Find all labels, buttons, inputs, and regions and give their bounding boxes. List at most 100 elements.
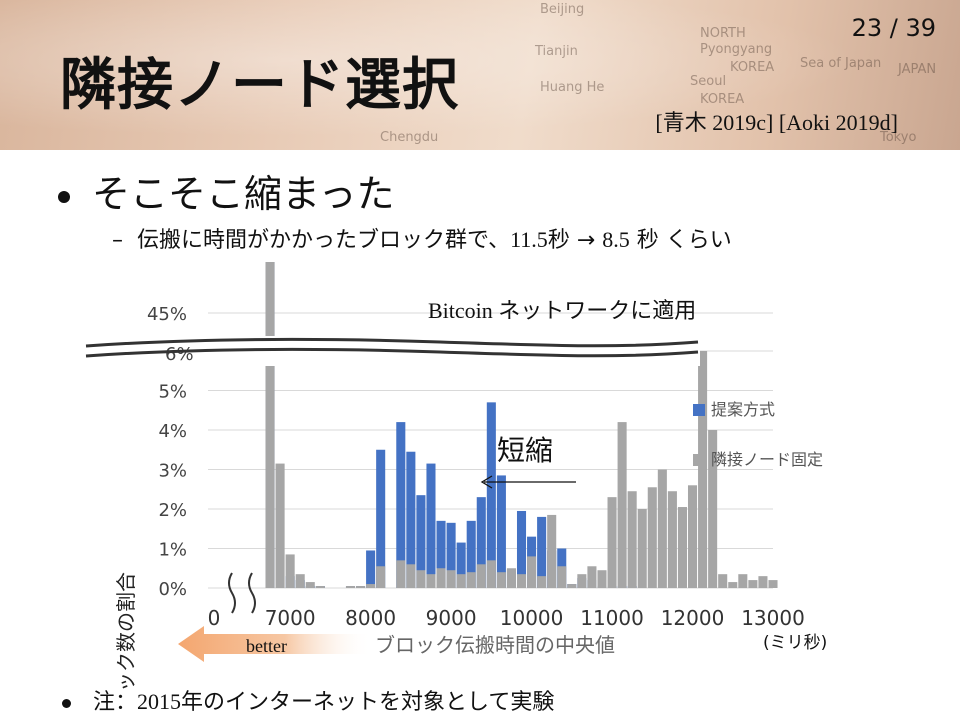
map-label: Pyongyang <box>700 42 773 57</box>
legend-label-proposed: 提案方式 <box>711 400 775 419</box>
map-label: Tianjin <box>535 44 578 59</box>
bar <box>476 564 486 588</box>
bar <box>466 572 476 588</box>
bullet-dot <box>58 190 70 203</box>
bar <box>366 550 376 588</box>
bar <box>426 574 436 588</box>
bar <box>607 497 617 588</box>
propagation-time-histogram: 0%1%2%3%4%5%45%50% 070008000900010000110… <box>80 262 827 692</box>
bar <box>627 491 637 588</box>
sub-bullet-dash: – <box>112 228 123 253</box>
bar <box>687 485 698 588</box>
bar <box>436 520 446 588</box>
x-axis-label: ブロック伝搬時間の中央値 <box>375 633 615 657</box>
y-tick-label: 3% <box>158 461 187 482</box>
bar <box>617 422 627 588</box>
bar <box>587 566 597 588</box>
bar <box>738 574 748 588</box>
y-axis-label: ブロック数の割合 <box>114 572 138 692</box>
x-axis-unit: (ミリ秒) <box>763 633 827 653</box>
bar <box>537 516 547 588</box>
sub-bullet-num-b: 8.5 <box>602 227 630 252</box>
bar <box>315 586 325 588</box>
x-tick-label: 9000 <box>426 606 477 630</box>
shorten-arrow-head <box>480 475 493 489</box>
legend-label-fixed: 隣接ノード固定 <box>711 450 823 469</box>
bar <box>456 574 466 588</box>
bar <box>486 560 496 588</box>
bar <box>376 449 386 588</box>
bar <box>748 580 758 588</box>
map-label: KOREA <box>730 60 775 75</box>
bar <box>516 510 527 588</box>
map-label: NORTH <box>700 26 746 41</box>
sub-bullet: – 伝搬に時間がかかったブロック群で、11.5秒 → 8.5 秒 くらい <box>112 222 732 254</box>
bar <box>305 582 315 588</box>
bar <box>547 514 557 588</box>
bar <box>506 568 516 588</box>
bar <box>496 475 506 588</box>
bar <box>466 520 476 588</box>
x-axis-break-mark <box>248 572 256 614</box>
bar <box>456 542 466 588</box>
better-arrow <box>178 626 372 662</box>
bar <box>376 566 386 588</box>
bar <box>426 463 436 588</box>
y-tick-label: 4% <box>158 421 187 442</box>
shorten-label: 短縮 <box>497 434 553 467</box>
bar <box>396 560 406 588</box>
bar <box>416 495 426 588</box>
bar <box>516 574 527 588</box>
y-axis-ticks: 0%1%2%3%4%5%45%50% <box>147 304 187 600</box>
map-label: Huang He <box>540 80 605 95</box>
bar <box>637 509 647 588</box>
x-tick-label: 13000 <box>741 606 805 630</box>
bar <box>718 574 728 588</box>
legend-swatch-proposed <box>693 404 705 416</box>
bar <box>758 576 768 588</box>
bar <box>527 556 537 588</box>
bar <box>537 576 547 588</box>
bar <box>728 582 738 588</box>
map-label: Seoul <box>690 74 727 89</box>
x-tick-label: 7000 <box>265 606 316 630</box>
bar <box>647 487 657 588</box>
x-axis-break-mark <box>228 572 236 614</box>
x-tick-label: 8000 <box>345 606 396 630</box>
sub-bullet-text-c: 秒 くらい <box>629 228 732 253</box>
slide-header-background: Beijing Tianjin Huang He NORTH Pyongyang… <box>0 0 960 150</box>
bar <box>708 430 718 588</box>
bar <box>446 570 456 588</box>
bar <box>577 574 587 588</box>
bar <box>416 570 426 588</box>
bar <box>345 586 356 588</box>
x-axis-ticks: 0 7000 8000 9000 10000 11000 12000 13000 <box>208 606 805 630</box>
main-bullet: そこそこ縮まった <box>58 163 394 218</box>
bar <box>698 351 708 588</box>
break-annotation: Bitcoin ネットワークに適用 <box>428 298 696 323</box>
bar <box>285 554 295 588</box>
bar <box>597 570 607 588</box>
citation: [青木 2019c] [Aoki 2019d] <box>655 110 898 135</box>
x-tick-label: 11000 <box>580 606 644 630</box>
map-label: Tokyo <box>880 130 917 145</box>
sub-bullet-text-b: 秒 → <box>547 228 603 253</box>
y-tick-broken: 6% <box>165 344 194 365</box>
map-label: Sea of Japan <box>800 56 882 71</box>
bar <box>406 451 416 588</box>
chart-bars <box>265 262 778 588</box>
y-tick-label: 45% <box>147 304 187 325</box>
bar <box>557 566 567 588</box>
header-shade <box>0 0 960 150</box>
bar <box>496 572 506 588</box>
bar <box>667 491 677 588</box>
slide-title: 隣接ノード選択 <box>60 53 459 118</box>
bar <box>677 507 687 588</box>
bar <box>356 586 366 588</box>
footnote-year: 2015 <box>137 689 182 714</box>
axis-break-line-top <box>85 337 699 348</box>
bar <box>275 463 285 588</box>
footnote-label: 注： <box>93 690 138 715</box>
bar <box>265 262 275 588</box>
bar <box>476 497 486 588</box>
